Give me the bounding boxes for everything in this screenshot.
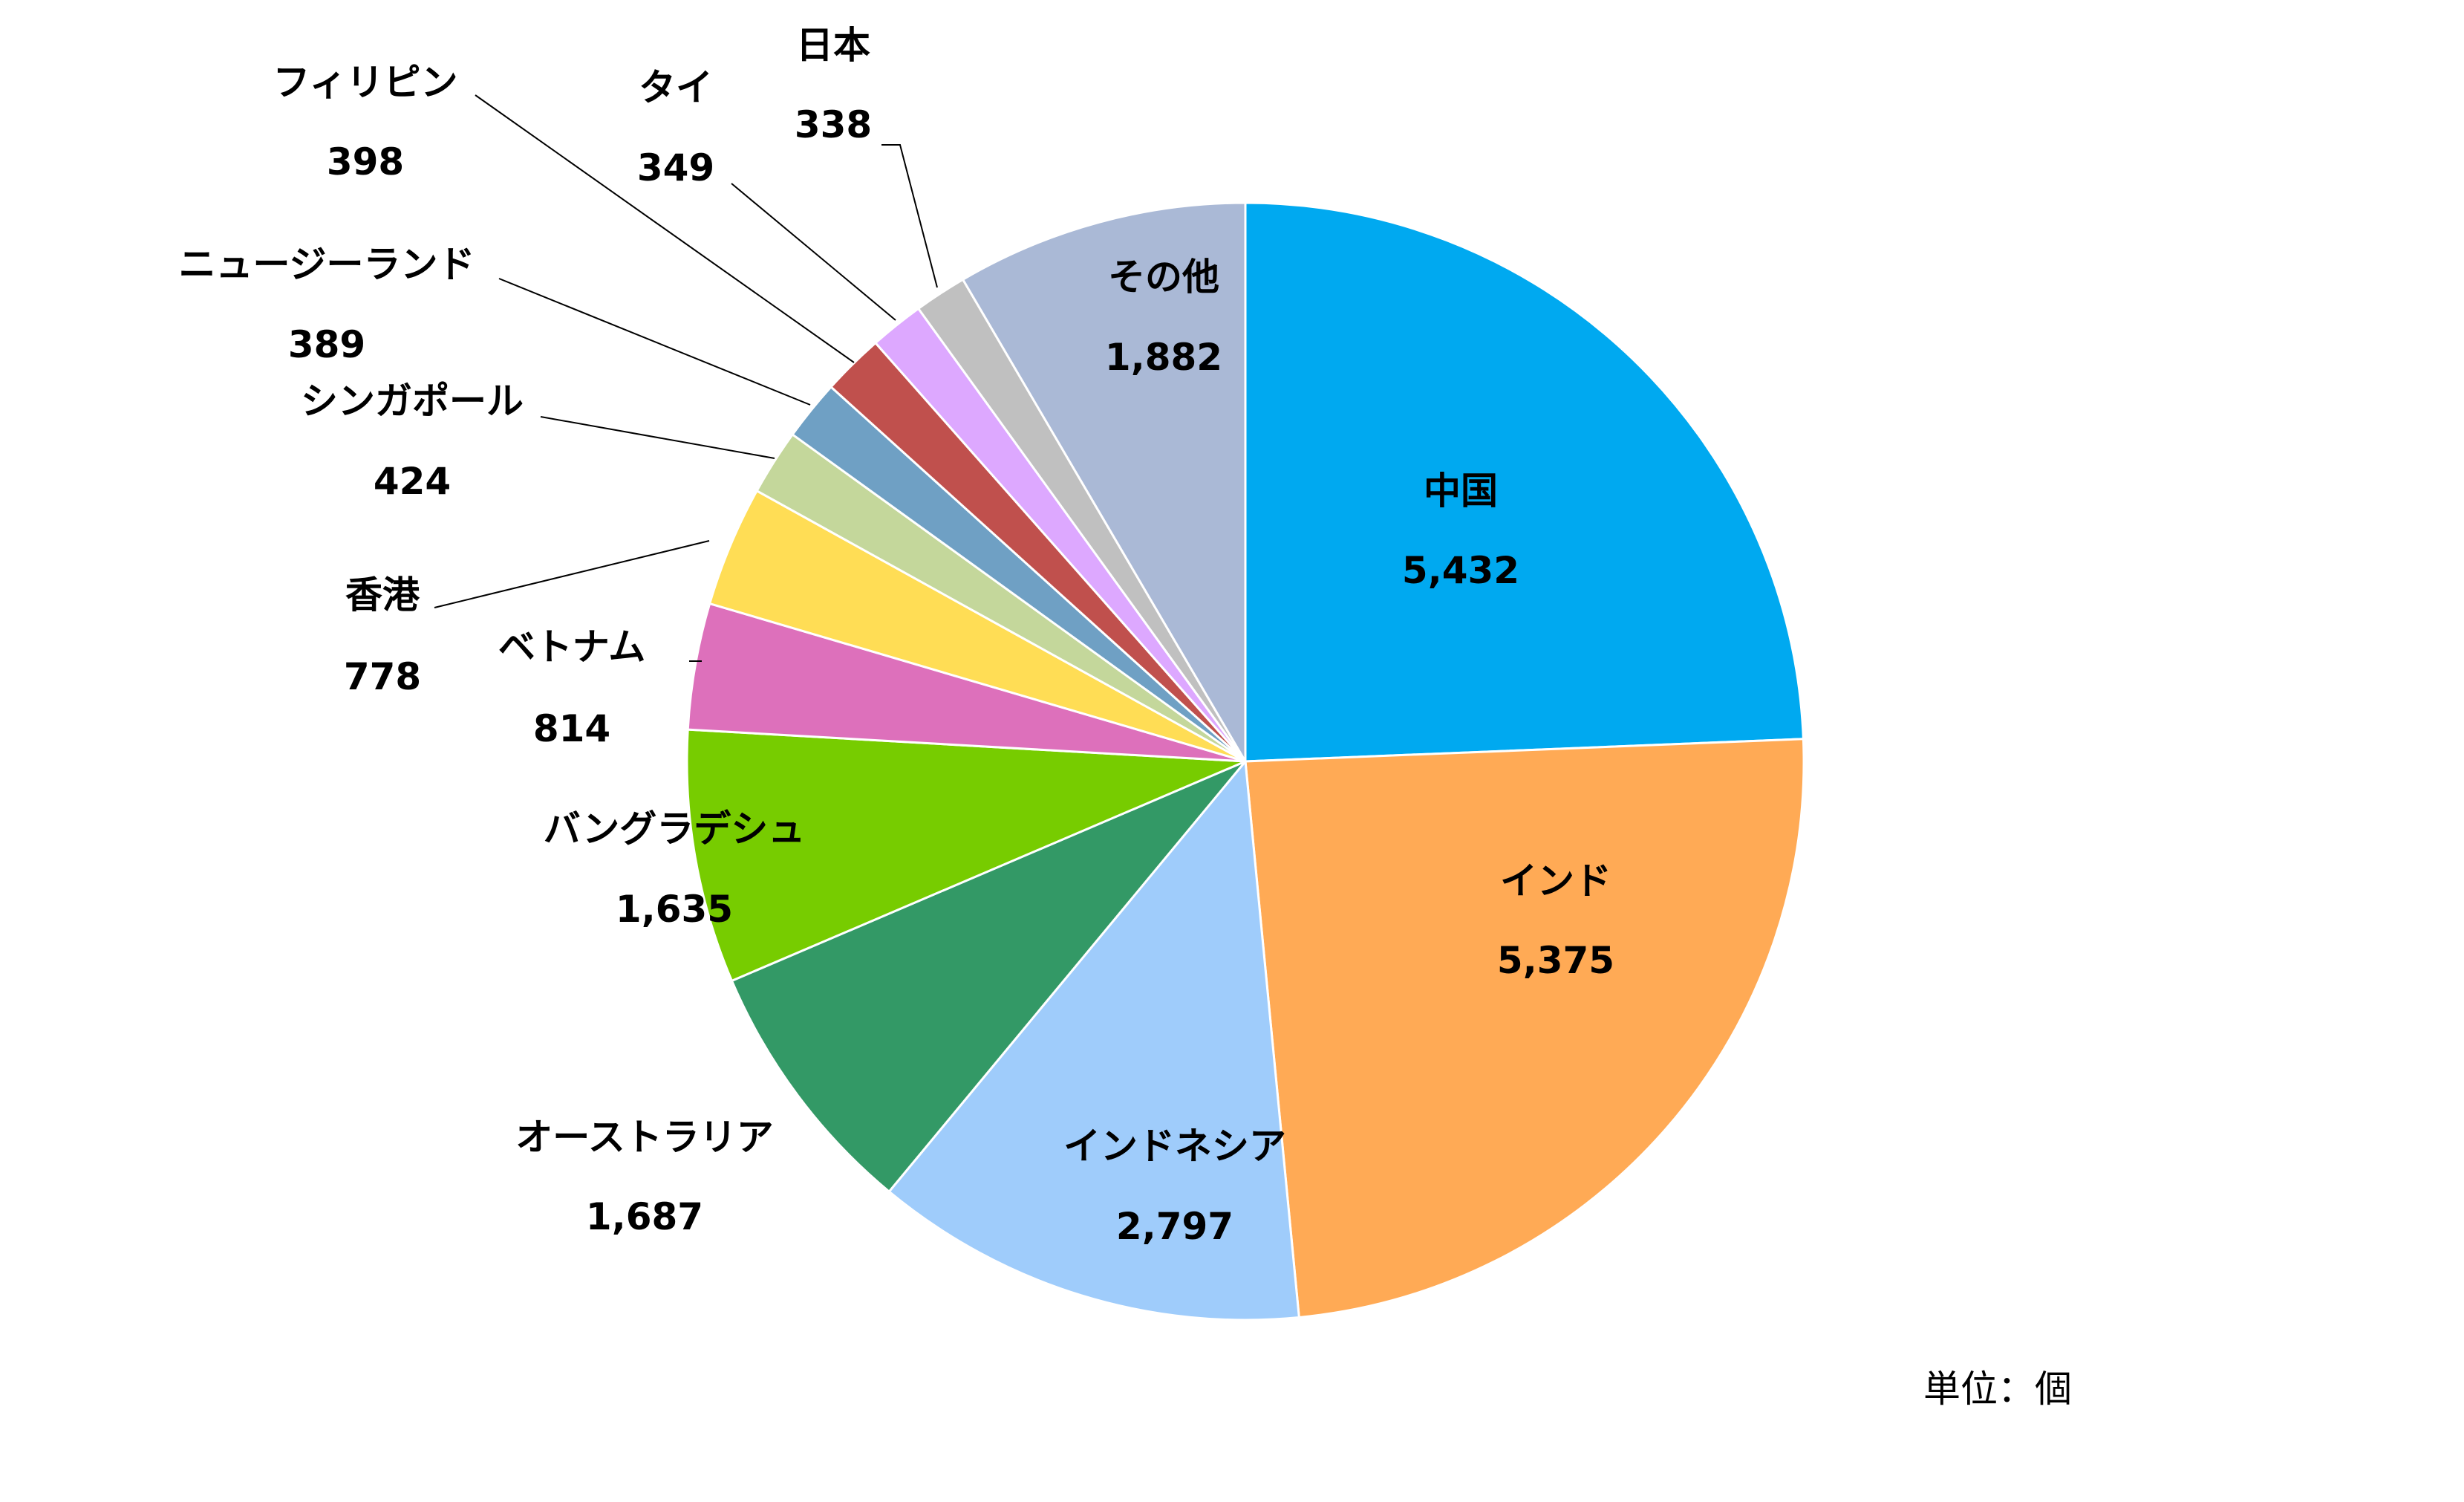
slice-label-name: タイ	[639, 66, 713, 109]
slice-label-value: 1,635	[616, 888, 733, 931]
leader-line	[540, 416, 775, 459]
pie-slice	[961, 201, 1247, 766]
slice-label-name: ニュージーランド	[179, 243, 475, 286]
slice-label-value: 2,797	[1116, 1205, 1233, 1248]
slice-label-name: その他	[1108, 256, 1219, 299]
unit-note: 単位：個	[1923, 1368, 2072, 1411]
slice-label-value: 1,882	[1105, 336, 1222, 379]
slice-label-name: 香港	[345, 573, 420, 617]
leader-line	[881, 144, 938, 288]
leader-lines	[434, 94, 938, 662]
slice-label-name: インド	[1500, 859, 1611, 903]
slice-label-name: インドネシア	[1063, 1125, 1286, 1168]
slice-label-name: シンガポール	[301, 380, 524, 423]
leader-line	[475, 94, 855, 363]
slice-label-name: フィリピン	[273, 61, 458, 104]
slice-label-value: 1,687	[586, 1195, 703, 1238]
slice-label-name: オーストラリア	[515, 1116, 774, 1159]
slice-label-value: 5,432	[1402, 549, 1519, 592]
pie-slice	[1244, 738, 1805, 1319]
slice-label-value: 778	[344, 655, 421, 698]
pie-slice	[1244, 201, 1805, 763]
slice-label-value: 389	[288, 323, 365, 366]
slice-label-value: 5,375	[1497, 939, 1614, 982]
slice-label-name: 中国	[1424, 469, 1498, 513]
pie-slices	[685, 201, 1805, 1321]
leader-line	[434, 540, 710, 608]
leader-line	[498, 278, 811, 406]
slice-label-value: 398	[327, 140, 404, 183]
pie-slice	[887, 758, 1300, 1321]
slice-label-name: バングラデシュ	[544, 807, 806, 851]
leader-line	[731, 183, 896, 321]
pie-slice	[730, 760, 1247, 1194]
slice-labels: 中国 5,432 インド 5,375 インドネシア 2,797 オーストラリア 1,687 バン…	[179, 24, 1615, 1248]
slice-label-name: ベトナム	[498, 625, 646, 669]
slice-label-value: 814	[533, 707, 610, 750]
slice-label-value: 424	[374, 460, 451, 503]
slice-label-name: 日本	[796, 24, 870, 67]
slice-label-value: 338	[795, 103, 872, 146]
pie-slice	[685, 728, 1246, 983]
slice-label-value: 349	[637, 146, 714, 189]
